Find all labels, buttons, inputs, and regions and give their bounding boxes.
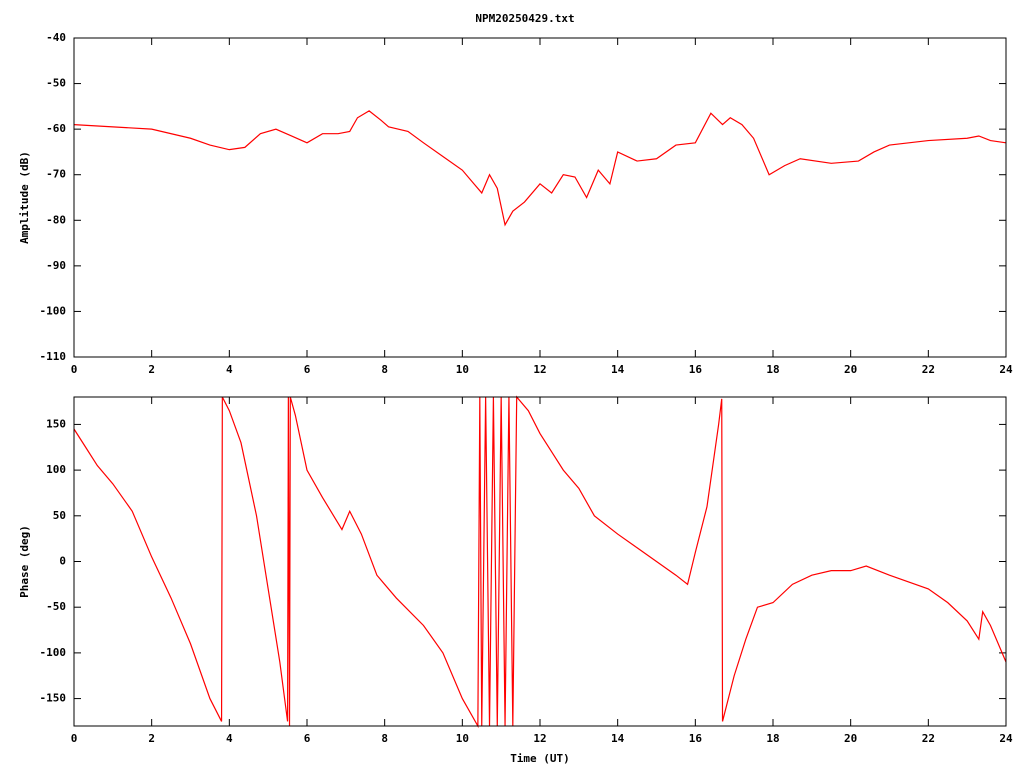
x-tick-label: 20 xyxy=(844,363,857,376)
x-tick-label: 24 xyxy=(999,363,1013,376)
x-tick-label: 12 xyxy=(533,363,546,376)
y-axis-label: Phase (deg) xyxy=(18,525,31,598)
x-tick-label: 18 xyxy=(766,363,779,376)
x-tick-label: 20 xyxy=(844,732,857,745)
plot-frame xyxy=(73,396,1007,727)
y-tick-label: -50 xyxy=(46,600,66,613)
x-tick-label: 12 xyxy=(533,732,546,745)
y-axis-label: Amplitude (dB) xyxy=(18,151,31,244)
y-tick-label: 0 xyxy=(59,555,66,568)
data-line xyxy=(73,110,1007,227)
x-tick-label: 0 xyxy=(71,363,78,376)
x-tick-label: 6 xyxy=(304,363,311,376)
x-tick-label: 10 xyxy=(456,732,469,745)
x-tick-label: 10 xyxy=(456,363,469,376)
x-tick-label: 24 xyxy=(999,732,1013,745)
x-tick-label: 16 xyxy=(689,363,703,376)
x-tick-label: 8 xyxy=(381,732,388,745)
x-tick-label: 2 xyxy=(148,732,155,745)
x-tick-label: 2 xyxy=(148,363,155,376)
x-tick-label: 16 xyxy=(689,732,703,745)
y-tick-label: 50 xyxy=(53,509,66,522)
x-axis-label: Time (UT) xyxy=(510,752,570,765)
y-tick-label: 150 xyxy=(46,417,66,430)
x-tick-label: 4 xyxy=(226,363,233,376)
plot-frame xyxy=(73,37,1007,358)
y-tick-label: -100 xyxy=(40,646,67,659)
x-tick-label: 18 xyxy=(766,732,779,745)
y-tick-label: -150 xyxy=(40,692,67,705)
data-line xyxy=(73,395,1007,729)
chart-title: NPM20250429.txt xyxy=(475,12,574,25)
y-tick-label: -110 xyxy=(40,350,67,363)
x-tick-label: 8 xyxy=(381,363,388,376)
y-tick-label: -50 xyxy=(46,77,66,90)
y-tick-label: -80 xyxy=(46,213,66,226)
y-tick-label: -70 xyxy=(46,168,66,181)
x-tick-label: 22 xyxy=(922,363,935,376)
y-tick-label: -90 xyxy=(46,259,66,272)
x-tick-label: 4 xyxy=(226,732,233,745)
y-tick-label: -40 xyxy=(46,31,66,44)
x-tick-label: 14 xyxy=(611,732,625,745)
x-tick-label: 6 xyxy=(304,732,311,745)
y-tick-label: 100 xyxy=(46,463,66,476)
y-tick-label: -60 xyxy=(46,122,66,135)
x-tick-label: 0 xyxy=(71,732,78,745)
y-tick-label: -100 xyxy=(40,304,67,317)
x-tick-label: 14 xyxy=(611,363,625,376)
x-tick-label: 22 xyxy=(922,732,935,745)
